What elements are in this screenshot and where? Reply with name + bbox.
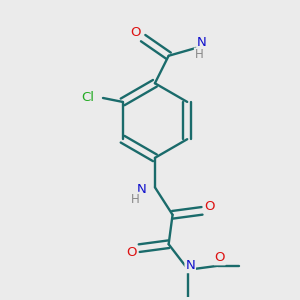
Text: N: N [197,35,207,49]
Text: O: O [214,251,225,265]
Text: Cl: Cl [81,92,94,104]
Text: N: N [136,183,146,196]
Text: N: N [185,259,195,272]
Text: H: H [131,193,140,206]
Text: O: O [130,26,140,39]
Text: H: H [195,48,203,61]
Text: O: O [126,246,136,259]
Text: O: O [205,200,215,213]
